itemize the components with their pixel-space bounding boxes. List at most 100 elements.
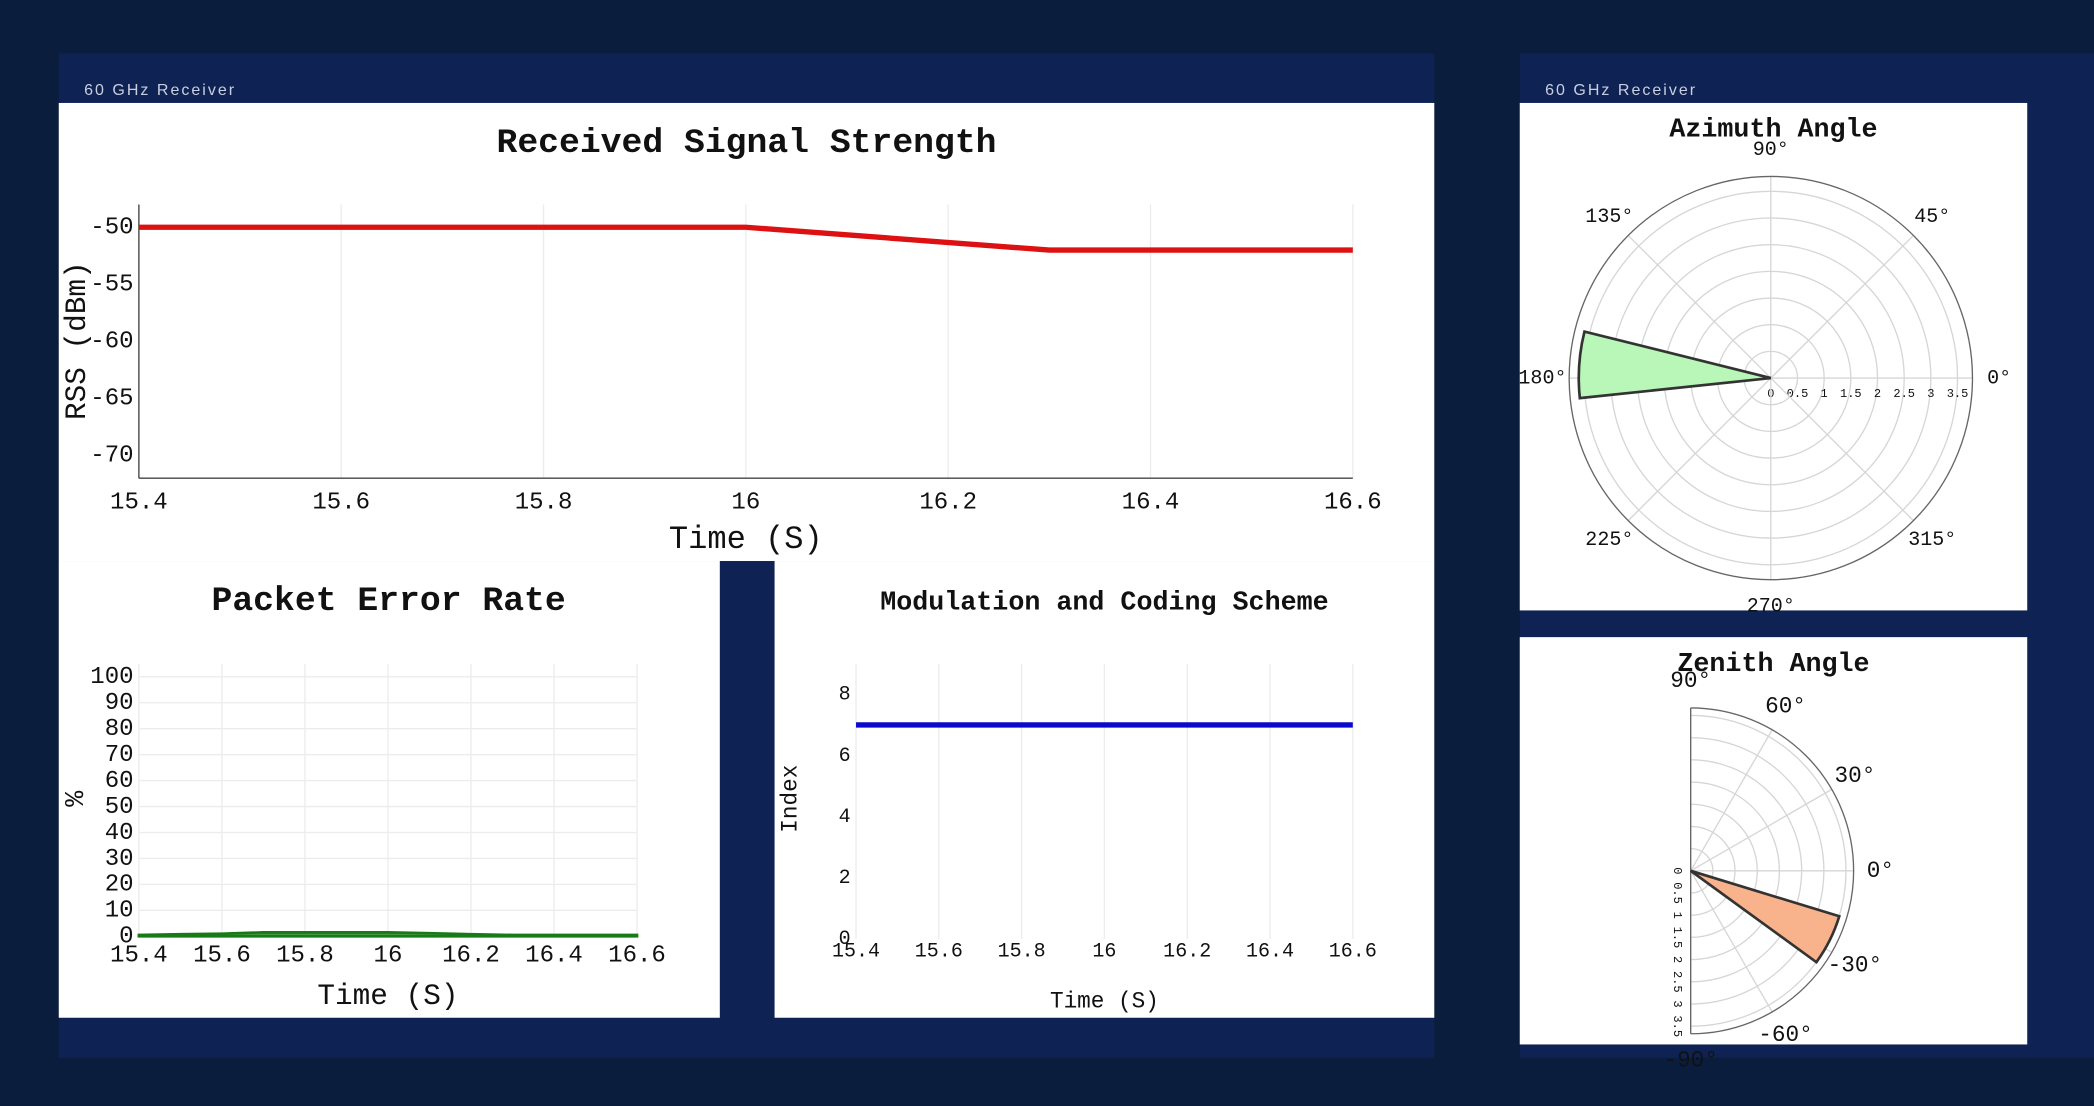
theta-tick-label: 90° [1753, 139, 1789, 162]
x-tick-label: 16.4 [1246, 940, 1294, 963]
theta-tick-label: 45° [1914, 206, 1950, 229]
chart-title: Zenith Angle [1677, 650, 1869, 680]
x-tick-label: 15.8 [276, 942, 334, 969]
x-tick-label: 15.8 [998, 940, 1046, 963]
panel-label: 60 GHz Receiver [1545, 81, 1697, 99]
theta-tick-label: 30° [1834, 763, 1875, 789]
x-axis-label: Time (S) [1050, 989, 1159, 1015]
y-tick-label: -70 [90, 443, 133, 470]
y-tick-label: -65 [90, 386, 133, 413]
x-tick-label: 15.6 [915, 940, 963, 963]
x-tick-label: 16.6 [608, 942, 666, 969]
r-tick-label: 3.5 [1947, 387, 1969, 401]
grid-spoke [1770, 234, 1914, 379]
y-tick-label: 4 [839, 806, 851, 829]
y-tick-label: 40 [105, 820, 134, 847]
grid-spoke [1690, 788, 1833, 872]
r-tick-label: 1.5 [1670, 927, 1684, 949]
grid-spoke [1690, 729, 1773, 872]
y-tick-label: 0 [839, 928, 851, 951]
outer-circle [1690, 707, 1855, 1035]
r-tick-label: 2 [1670, 956, 1684, 963]
area [137, 931, 639, 938]
r-tick-label: 1.5 [1840, 387, 1862, 401]
theta-tick-label: 270° [1747, 596, 1795, 619]
wedge [1577, 329, 1772, 400]
outer-circle [1568, 175, 1974, 581]
r-tick-label: 1 [1821, 387, 1828, 401]
r-tick-label: 3 [1670, 1000, 1684, 1007]
x-tick-label: 15.6 [312, 490, 370, 517]
x-tick-label: 16.2 [919, 490, 977, 517]
y-tick-label: 10 [105, 898, 134, 925]
y-tick-label: 100 [90, 664, 133, 691]
theta-tick-label: -30° [1828, 953, 1882, 979]
theta-tick-label: 225° [1585, 529, 1633, 552]
x-tick-label: 15.4 [832, 940, 880, 963]
y-tick-label: 60 [105, 768, 134, 795]
x-tick-label: 16.2 [442, 942, 500, 969]
y-tick-label: 70 [105, 742, 134, 769]
y-tick-label: 8 [839, 684, 851, 707]
grid-spoke [1627, 234, 1772, 379]
y-tick-label: 80 [105, 716, 134, 743]
r-tick-label: 0.5 [1670, 882, 1684, 904]
y-axis-label: % [62, 790, 92, 807]
r-tick-label: 3.5 [1670, 1015, 1684, 1037]
chart-title: Azimuth Angle [1669, 116, 1877, 146]
x-tick-label: 16.4 [1122, 490, 1180, 517]
theta-tick-label: 0° [1987, 367, 2011, 390]
y-tick-label: -55 [90, 272, 133, 299]
x-axis-label: Time (S) [669, 521, 823, 558]
y-tick-label: 6 [839, 745, 851, 768]
grid-spoke [1627, 377, 1772, 522]
y-tick-label: -60 [90, 329, 133, 356]
theta-tick-label: -90° [1663, 1047, 1717, 1073]
y-tick-label: 90 [105, 690, 134, 717]
x-tick-label: 15.4 [110, 942, 168, 969]
y-tick-label: 50 [105, 794, 134, 821]
theta-tick-label: 60° [1765, 694, 1806, 720]
theta-tick-label: 180° [1518, 367, 1566, 390]
y-tick-label: 0 [119, 924, 133, 951]
r-tick-label: 2 [1874, 387, 1881, 401]
chart-title: Modulation and Coding Scheme [880, 588, 1328, 618]
theta-tick-label: 315° [1908, 529, 1956, 552]
x-tick-label: 16.2 [1163, 940, 1211, 963]
grid-spoke [1770, 377, 1914, 522]
x-tick-label: 16.6 [1329, 940, 1377, 963]
x-axis-label: Time (S) [317, 980, 458, 1013]
theta-tick-label: 135° [1585, 206, 1633, 229]
wedge [1689, 869, 1841, 965]
y-tick-label: -50 [90, 215, 133, 242]
x-tick-label: 16.4 [525, 942, 583, 969]
y-tick-label: 30 [105, 846, 134, 873]
x-tick-label: 16.6 [1324, 490, 1382, 517]
r-tick-label: 2.5 [1670, 971, 1684, 993]
theta-tick-label: -60° [1758, 1022, 1812, 1048]
y-axis-label: RSS (dBm) [61, 261, 94, 420]
theta-tick-label: 0° [1867, 858, 1894, 884]
r-tick-label: 3 [1927, 387, 1934, 401]
panel-label: 60 GHz Receiver [84, 81, 236, 99]
x-tick-label: 16 [374, 942, 403, 969]
theta-tick-label: 90° [1670, 668, 1711, 694]
y-tick-label: 20 [105, 872, 134, 899]
x-tick-label: 15.6 [193, 942, 251, 969]
y-axis-label: Index [778, 765, 804, 833]
chart-title: Received Signal Strength [496, 124, 996, 163]
line [138, 224, 1353, 253]
r-tick-label: 2.5 [1893, 387, 1915, 401]
x-tick-label: 15.4 [110, 490, 168, 517]
card [58, 561, 720, 1018]
y-tick-label: 2 [839, 867, 851, 890]
r-tick-label: 0.5 [1787, 387, 1809, 401]
r-tick-label: 1 [1670, 912, 1684, 919]
r-tick-label: 0 [1670, 867, 1684, 874]
grid-spoke [1690, 870, 1773, 1013]
chart-title: Packet Error Rate [212, 582, 566, 621]
x-tick-label: 15.8 [515, 490, 573, 517]
x-tick-label: 16 [731, 490, 760, 517]
x-tick-label: 16 [1092, 940, 1116, 963]
